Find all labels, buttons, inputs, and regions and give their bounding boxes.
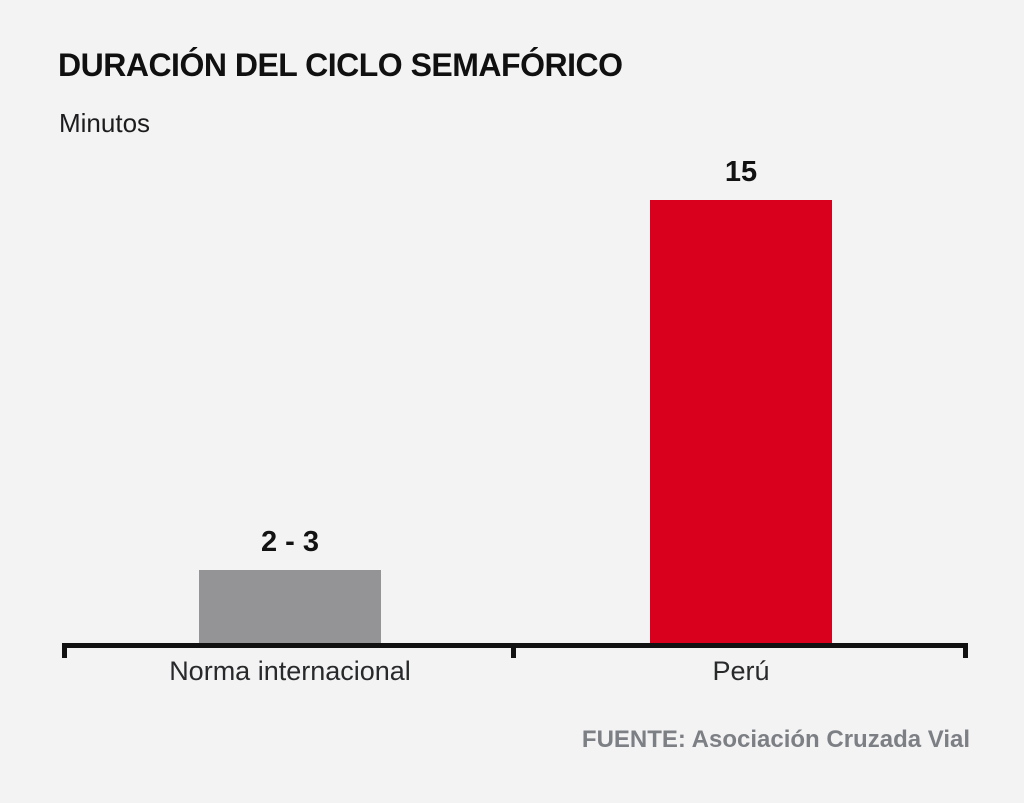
bar-peru: [650, 200, 832, 644]
category-label-norma-internacional: Norma internacional: [169, 656, 411, 686]
bar-norma-internacional: [199, 570, 381, 644]
bar-value-label: 2 - 3: [260, 526, 320, 558]
chart-title: DURACIÓN DEL CICLO SEMAFÓRICO: [58, 47, 623, 83]
bar-group-norma-internacional: 2 - 3: [199, 526, 381, 644]
category-label-peru: Perú: [712, 656, 770, 686]
x-axis-tick-middle: [511, 643, 516, 658]
x-axis-tick-right: [963, 643, 968, 658]
bar-value-label: 15: [724, 156, 758, 188]
source-attribution: FUENTE: Asociación Cruzada Vial: [581, 726, 970, 753]
bar-group-peru: 15: [650, 156, 832, 644]
chart-subtitle-units: Minutos: [59, 108, 151, 138]
x-axis-tick-left: [62, 643, 67, 658]
